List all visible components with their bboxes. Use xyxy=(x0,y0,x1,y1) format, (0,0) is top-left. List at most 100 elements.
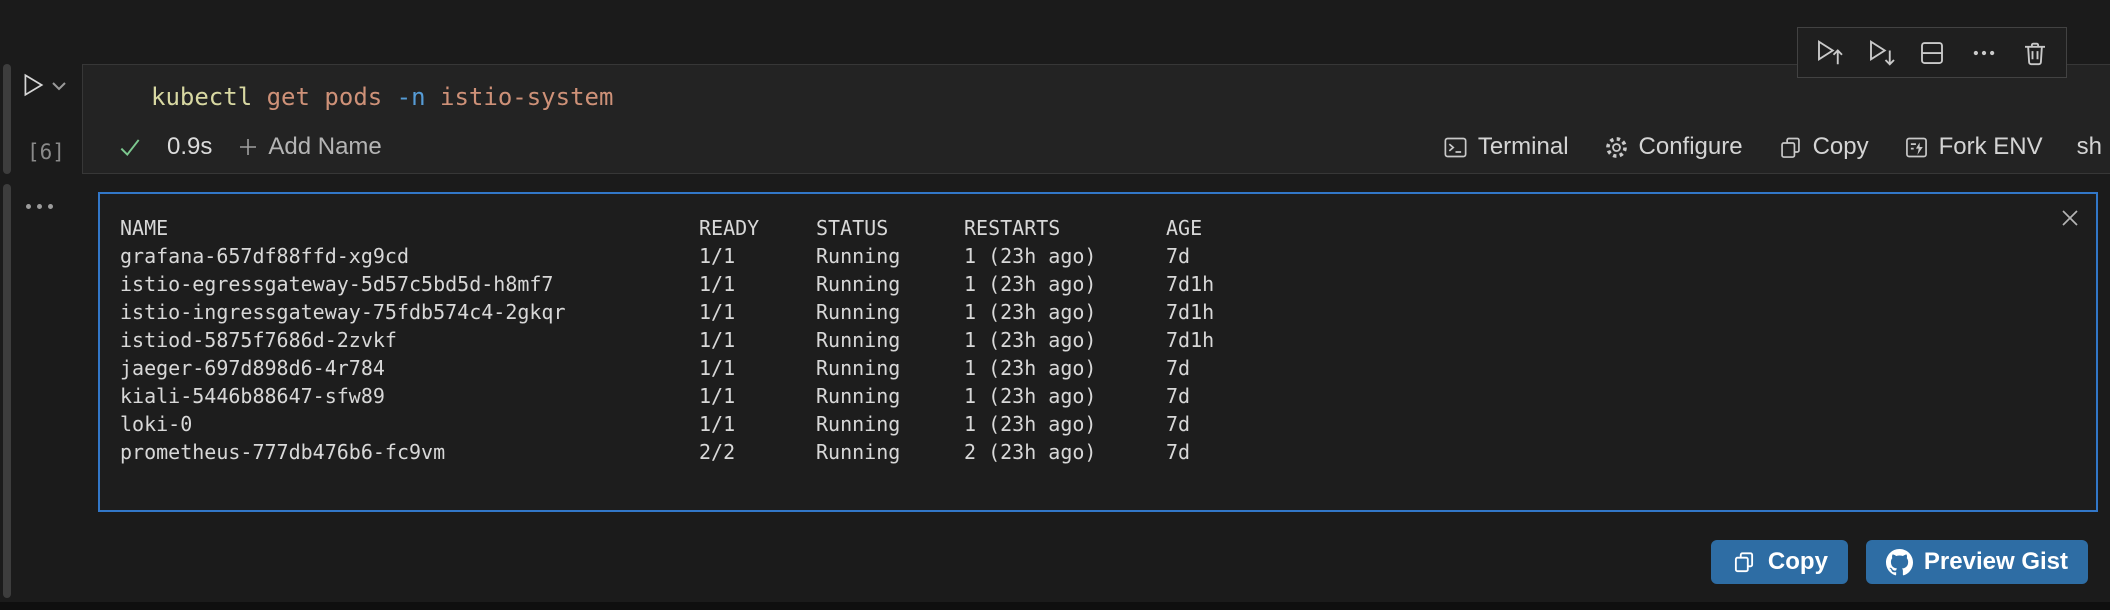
more-actions-icon[interactable] xyxy=(1969,38,1999,68)
pods-table: NAME READY STATUS RESTARTS AGE grafana-657df… xyxy=(120,214,2040,466)
plus-icon xyxy=(236,135,260,159)
copy-icon xyxy=(1777,134,1804,161)
table-cell: 7d xyxy=(1166,412,1191,436)
fork-env-label: Fork ENV xyxy=(1938,133,2043,160)
table-cell: 7d1h xyxy=(1166,300,1215,324)
execute-above-icon[interactable] xyxy=(1814,38,1844,68)
command-token xyxy=(426,83,440,111)
table-cell: 1/1 xyxy=(699,272,736,296)
execution-duration: 0.9s xyxy=(167,133,213,160)
table-header-cell: NAME xyxy=(120,216,169,240)
table-cell: Running xyxy=(816,328,901,352)
output-footer: Copy Preview Gist xyxy=(1710,540,2088,584)
table-cell: 1/1 xyxy=(699,300,736,324)
table-row: kiali-5446b88647-sfw89 1/1 Running 1 (23h a… xyxy=(120,382,2040,410)
table-cell: 1 (23h ago) xyxy=(964,244,1097,268)
table-row: jaeger-697d898d6-4r784 1/1 Running 1 (23h a… xyxy=(120,354,2040,382)
table-cell: Running xyxy=(816,384,901,408)
github-icon xyxy=(1885,548,1913,576)
table-cell: prometheus-777db476b6-fc9vm xyxy=(120,440,446,464)
table-row: grafana-657df88ffd-xg9cd 1/1 Running 1 (23h… xyxy=(120,242,2040,270)
table-cell: 1 (23h ago) xyxy=(964,356,1097,380)
add-name-button[interactable]: Add Name xyxy=(236,133,382,161)
table-cell: 7d1h xyxy=(1166,272,1215,296)
table-cell: kiali-5446b88647-sfw89 xyxy=(120,384,385,408)
table-cell: 1 (23h ago) xyxy=(964,384,1097,408)
table-cell: istio-ingressgateway-75fdb574c4-2gkqr xyxy=(120,300,566,324)
table-cell: 1 (23h ago) xyxy=(964,300,1097,324)
table-cell: 7d xyxy=(1166,244,1191,268)
table-row: prometheus-777db476b6-fc9vm 2/2 Running 2 (… xyxy=(120,438,2040,466)
table-cell: 1/1 xyxy=(699,328,736,352)
table-cell: Running xyxy=(816,244,901,268)
table-cell: jaeger-697d898d6-4r784 xyxy=(120,356,385,380)
table-cell: istio-egressgateway-5d57c5bd5d-h8mf7 xyxy=(120,272,554,296)
copy-button[interactable]: Copy xyxy=(1777,133,1869,161)
table-cell: 1 (23h ago) xyxy=(964,412,1097,436)
window-bottom-edge xyxy=(0,602,2110,610)
command-token: -n xyxy=(396,83,426,111)
cell-focus-bar xyxy=(3,64,11,174)
table-cell: istiod-5875f7686d-2zvkf xyxy=(120,328,397,352)
table-cell: loki-0 xyxy=(120,412,193,436)
table-cell: 7d1h xyxy=(1166,328,1215,352)
terminal-button[interactable]: Terminal xyxy=(1442,133,1569,161)
language-indicator[interactable]: sh xyxy=(2076,133,2102,160)
execution-count: [6] xyxy=(27,140,65,164)
split-cell-icon[interactable] xyxy=(1917,38,1947,68)
terminal-label: Terminal xyxy=(1477,133,1569,160)
table-cell: Running xyxy=(816,356,901,380)
preview-gist-label: Preview Gist xyxy=(1923,548,2068,575)
fork-env-button[interactable]: Fork ENV xyxy=(1903,133,2043,161)
table-cell: 7d xyxy=(1166,384,1191,408)
fork-env-icon xyxy=(1903,134,1930,161)
command-token xyxy=(310,83,324,111)
table-header-cell: READY xyxy=(699,216,760,240)
cell-statusbar: 0.9s Add Name xyxy=(83,127,2110,167)
command-token: kubectl xyxy=(151,83,253,111)
table-cell: 1/1 xyxy=(699,356,736,380)
add-name-label: Add Name xyxy=(268,133,382,160)
table-cell: 1/1 xyxy=(699,244,736,268)
code-cell: kubectl get pods -n istio-system 0.9s Ad… xyxy=(82,64,2110,174)
run-options-chevron-icon[interactable] xyxy=(50,79,68,93)
table-cell: 1 (23h ago) xyxy=(964,328,1097,352)
table-row: istio-ingressgateway-75fdb574c4-2gkqr 1/1… xyxy=(120,298,2040,326)
table-row: loki-0 1/1 Running 1 (23h ago) 7d xyxy=(120,410,2040,438)
cell-toolbar xyxy=(1797,27,2067,78)
delete-cell-icon[interactable] xyxy=(2020,38,2050,68)
table-cell: Running xyxy=(816,300,901,324)
command-line[interactable]: kubectl get pods -n istio-system xyxy=(151,81,613,113)
table-cell: Running xyxy=(816,272,901,296)
table-cell: Running xyxy=(816,412,901,436)
table-cell: 1 (23h ago) xyxy=(964,272,1097,296)
table-cell: Running xyxy=(816,440,901,464)
command-token xyxy=(382,83,396,111)
copy-label: Copy xyxy=(1812,133,1869,160)
table-header-row: NAME READY STATUS RESTARTS AGE xyxy=(120,214,2040,242)
table-cell: 7d xyxy=(1166,356,1191,380)
copy-icon xyxy=(1731,549,1757,575)
table-cell: grafana-657df88ffd-xg9cd xyxy=(120,244,409,268)
table-header-cell: AGE xyxy=(1166,216,1203,240)
table-cell: 1/1 xyxy=(699,384,736,408)
terminal-icon xyxy=(1442,134,1469,161)
table-cell: 2 (23h ago) xyxy=(964,440,1097,464)
table-cell: 7d xyxy=(1166,440,1191,464)
table-header-cell: RESTARTS xyxy=(964,216,1061,240)
output-more-actions-icon[interactable] xyxy=(26,204,53,209)
success-check-icon xyxy=(117,134,143,160)
command-token: istio-system xyxy=(440,83,614,111)
output-focus-bar xyxy=(3,184,11,598)
preview-gist-button[interactable]: Preview Gist xyxy=(1865,540,2088,584)
command-token: pods xyxy=(324,83,383,111)
gear-icon xyxy=(1603,134,1630,161)
table-row: istiod-5875f7686d-2zvkf 1/1 Running 1 (23h … xyxy=(120,326,2040,354)
configure-button[interactable]: Configure xyxy=(1603,133,1743,161)
run-cell-button[interactable] xyxy=(18,70,48,100)
execute-below-icon[interactable] xyxy=(1866,38,1896,68)
command-token: get xyxy=(266,83,310,111)
close-output-icon[interactable] xyxy=(2058,206,2082,230)
copy-output-button[interactable]: Copy xyxy=(1710,540,1848,584)
